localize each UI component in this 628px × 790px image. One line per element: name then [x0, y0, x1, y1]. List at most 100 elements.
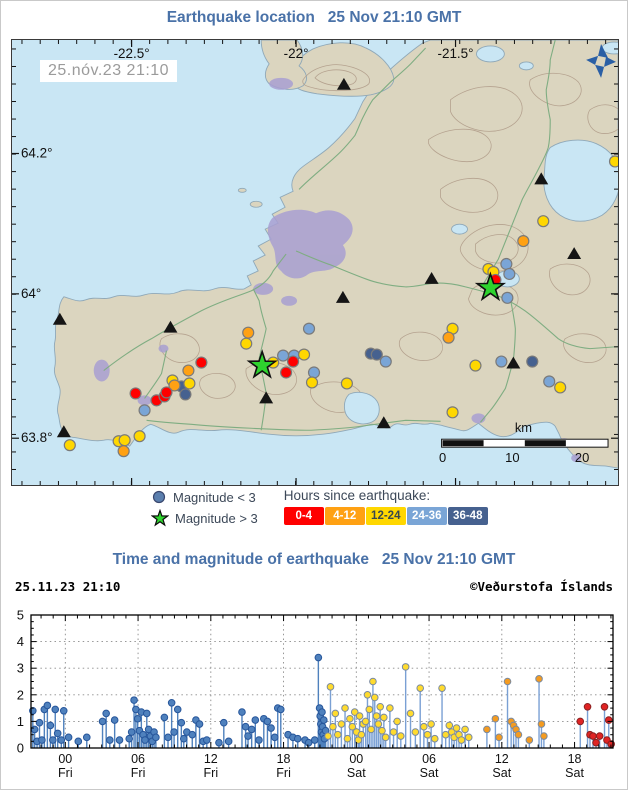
stem-marker	[595, 732, 604, 740]
hours-legend: Hours since earthquake: 0-4 4-12 12-24 24-3…	[283, 488, 488, 527]
latitude-label: 63.8°	[21, 430, 53, 445]
scale-label: 20	[575, 450, 589, 465]
stem-marker	[592, 738, 600, 747]
quake-dot	[168, 379, 181, 392]
stem-marker	[346, 714, 354, 723]
x-tick-hour-label: 00	[349, 752, 363, 766]
stem-marker	[43, 701, 52, 710]
stem-marker	[341, 704, 349, 712]
stem-marker	[333, 730, 342, 739]
stem-marker	[357, 730, 366, 739]
stem-marker	[389, 728, 398, 736]
stem-marker	[363, 691, 372, 699]
quake-dot	[608, 155, 618, 168]
stem-marker	[369, 677, 377, 686]
stem-marker	[115, 736, 124, 744]
seismic-station-triangle	[52, 312, 67, 325]
stem-marker	[141, 736, 149, 744]
stem-marker	[423, 730, 432, 739]
stem-marker	[270, 733, 279, 742]
stem-marker	[600, 702, 609, 711]
stem-marker	[247, 725, 256, 734]
stem-marker	[127, 728, 136, 736]
stem-marker	[430, 734, 439, 743]
quake-dot	[442, 331, 455, 344]
chart-timestamp: 25.11.23 21:10	[15, 579, 121, 594]
quake-dot	[117, 445, 130, 458]
stem-marker	[372, 712, 381, 720]
stem-marker	[326, 683, 335, 691]
stem-marker	[106, 736, 114, 744]
quake-dot	[182, 364, 195, 377]
stem-marker	[74, 737, 83, 746]
stem-marker	[179, 734, 188, 743]
stem-marker	[82, 733, 91, 742]
akranes-spit	[260, 40, 307, 90]
stem-marker	[314, 653, 323, 662]
stem-marker	[130, 696, 138, 704]
stem-marker	[495, 733, 503, 742]
scale-bar-segment	[565, 440, 608, 447]
map-legend: Magnitude < 3 Magnitude > 3 Hours since …	[151, 488, 488, 527]
scale-label: 10	[505, 450, 519, 465]
map-title: Earthquake location 25 Nov 21:10 GMT	[166, 9, 462, 26]
stem-marker	[393, 717, 401, 726]
quake-dot	[240, 337, 253, 350]
magnitude-dot-icon	[152, 490, 166, 504]
stem-marker	[503, 677, 512, 686]
chart-copyright: ©Veðurstofa Íslands	[470, 579, 613, 594]
quake-dot	[242, 326, 255, 339]
scale-label: 0	[439, 450, 446, 465]
quake-dot	[305, 376, 319, 389]
stem-marker	[110, 716, 119, 724]
stem-marker	[537, 720, 546, 728]
chart-title: Time and magnitude of earthquake 25 Nov …	[112, 551, 516, 568]
stem-marker	[427, 720, 435, 728]
stem-marker	[483, 725, 491, 734]
quake-dot	[503, 267, 516, 281]
quake-dot	[138, 404, 151, 417]
seismic-station-triangle	[163, 320, 178, 333]
map-canvas: -22.5° -22° -21.5° 64.2° 64° 63.8° km 0 10 20	[12, 40, 618, 485]
stem-marker	[416, 684, 425, 692]
stem-marker	[224, 737, 233, 746]
quake-dot	[370, 348, 383, 361]
quake-dot	[297, 348, 311, 361]
compass-rose	[586, 43, 617, 78]
stem-marker	[251, 716, 260, 724]
seismic-station-triangle	[335, 290, 350, 303]
stem-marker	[152, 733, 160, 742]
seismic-station-triangle	[424, 271, 439, 284]
stem-marker	[464, 733, 473, 742]
legend-bucket-12-24: 12-24	[365, 507, 406, 525]
quake-dot	[543, 375, 556, 388]
x-tick-day-label: Fri	[58, 766, 73, 780]
y-tick-label: 4	[17, 634, 24, 649]
stem-marker	[30, 725, 39, 734]
quake-dot	[63, 439, 76, 452]
x-tick-day-label: Sat	[492, 766, 511, 780]
stem-marker	[348, 722, 357, 731]
stem-marker	[125, 734, 134, 743]
x-tick-day-label: Sat	[420, 766, 439, 780]
quake-dot	[379, 355, 392, 368]
quake-dot	[179, 388, 192, 401]
x-tick-hour-label: 18	[277, 752, 291, 766]
quake-dot	[500, 257, 513, 271]
quake-dot	[517, 235, 530, 248]
stem-marker	[376, 702, 385, 711]
map-timestamp: 25.nóv.23 21:10	[40, 60, 178, 82]
stem-marker	[381, 733, 390, 742]
y-tick-label: 3	[17, 661, 24, 676]
hours-legend-swatches: 0-4 4-12 12-24 24-36 36-48	[283, 507, 488, 525]
x-tick-day-label: Sat	[347, 766, 366, 780]
quake-dot	[495, 355, 508, 368]
stem-marker	[276, 705, 285, 714]
stem-marker	[445, 721, 454, 730]
island	[237, 187, 247, 193]
stem-marker	[215, 738, 223, 747]
chart-header: 25.11.23 21:10 ©Veðurstofa Íslands	[15, 579, 613, 594]
island	[249, 200, 263, 208]
x-tick-hour-label: 12	[495, 752, 509, 766]
stem-marker	[420, 722, 428, 731]
